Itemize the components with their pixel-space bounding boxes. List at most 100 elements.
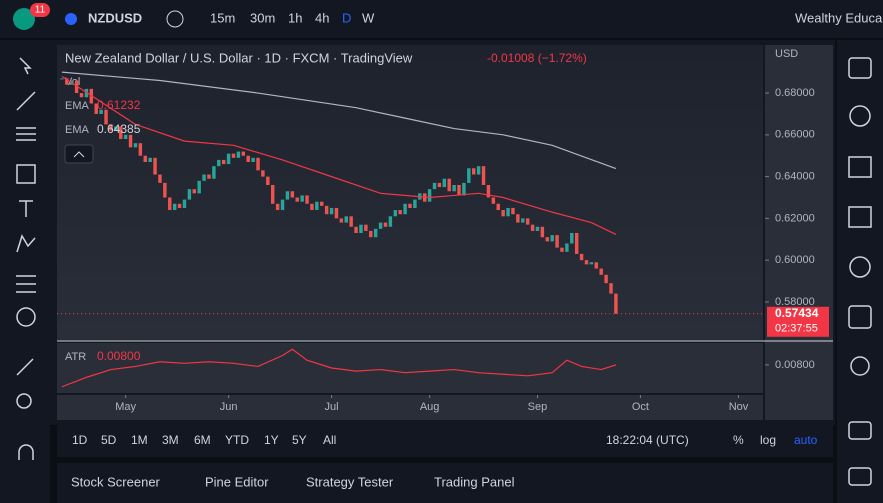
candle <box>74 80 79 94</box>
candle <box>172 203 177 211</box>
range-button[interactable]: 3M <box>162 433 179 447</box>
chat-icon[interactable] <box>848 421 872 440</box>
add-symbol[interactable] <box>166 10 184 28</box>
magnet-icon[interactable] <box>18 444 34 460</box>
atr-tick-label: 0.00800 <box>775 359 815 371</box>
candle <box>467 168 471 183</box>
zoom-icon[interactable] <box>16 393 32 409</box>
candle <box>285 191 290 200</box>
candle <box>545 237 549 242</box>
range-button[interactable]: 1M <box>131 433 148 447</box>
pattern-icon[interactable] <box>16 234 36 253</box>
candle <box>570 233 574 244</box>
candle <box>447 178 451 192</box>
range-button[interactable]: All <box>323 433 336 447</box>
bottom-tab[interactable]: Pine Editor <box>205 474 269 489</box>
last-price: 0.57434 <box>775 306 819 320</box>
emoji-icon[interactable] <box>16 307 36 327</box>
scale-option[interactable]: auto <box>794 433 818 447</box>
interval[interactable]: D <box>342 10 351 25</box>
interval[interactable]: W <box>362 10 375 25</box>
left-icons <box>16 57 36 460</box>
range-button[interactable]: 1D <box>72 433 88 447</box>
flag <box>65 13 77 25</box>
bottom-tab[interactable]: Trading Panel <box>434 474 515 489</box>
range-button[interactable]: 6M <box>194 433 211 447</box>
candle <box>182 199 187 208</box>
range-button[interactable]: 5D <box>101 433 117 447</box>
candle <box>383 222 388 227</box>
news-icon[interactable] <box>848 156 872 178</box>
legend-name: EMA <box>65 124 90 136</box>
candle <box>452 184 456 192</box>
candle <box>158 174 162 183</box>
candle <box>236 151 241 158</box>
hint-icon[interactable] <box>850 356 870 376</box>
candle <box>295 197 299 202</box>
candle <box>119 126 123 140</box>
x-tick-label: Jul <box>325 401 339 413</box>
candle <box>506 207 510 217</box>
candle <box>251 157 255 162</box>
ideas-icon[interactable] <box>848 305 872 329</box>
cursor-icon[interactable] <box>19 57 32 75</box>
range-bar <box>57 425 833 457</box>
shape-icon[interactable] <box>16 164 36 184</box>
interval[interactable]: 4h <box>315 10 329 25</box>
hotlist-icon[interactable] <box>849 256 871 278</box>
candle <box>177 203 182 208</box>
candle <box>163 182 167 198</box>
candle <box>329 207 334 215</box>
candle <box>192 189 196 194</box>
candle <box>275 203 280 211</box>
bottom-tab[interactable]: Stock Screener <box>71 474 161 489</box>
scale-option[interactable]: % <box>733 433 744 447</box>
interval[interactable]: 30m <box>250 10 275 25</box>
interval[interactable]: 15m <box>210 10 235 25</box>
bottom-tab[interactable]: Strategy Tester <box>306 474 394 489</box>
scale-option[interactable]: log <box>760 433 776 447</box>
range-button[interactable]: 1Y <box>264 433 279 447</box>
atr-name: ATR <box>65 351 86 363</box>
text-icon[interactable] <box>19 200 33 217</box>
atr-pane <box>57 343 763 393</box>
candle <box>427 189 432 202</box>
candle <box>207 174 211 179</box>
symbol[interactable]: NZDUSD <box>88 10 142 25</box>
candle <box>354 226 358 234</box>
candle <box>148 157 152 162</box>
candle <box>604 274 608 284</box>
candle <box>109 124 113 131</box>
candle <box>133 143 138 148</box>
legend-value: 0.61232 <box>97 98 141 112</box>
alert-icon[interactable] <box>849 105 871 127</box>
measure-icon[interactable] <box>16 275 36 293</box>
candle <box>128 134 133 148</box>
ruler-icon[interactable] <box>16 358 34 376</box>
candle <box>584 260 589 265</box>
calendar-icon[interactable] <box>848 206 872 228</box>
currency[interactable]: USD <box>775 48 798 60</box>
candle <box>226 153 231 165</box>
range-button[interactable]: YTD <box>225 433 249 447</box>
fib-icon[interactable] <box>16 127 36 141</box>
chat2-icon[interactable] <box>848 467 872 486</box>
candle <box>472 168 476 175</box>
account[interactable]: Wealthy Educa <box>795 10 883 25</box>
candle <box>231 153 236 158</box>
x-tick-label: Oct <box>632 401 649 413</box>
candle <box>280 199 285 211</box>
candle <box>574 233 579 254</box>
candle <box>256 157 260 171</box>
candle <box>525 218 530 225</box>
interval[interactable]: 1h <box>288 10 302 25</box>
watchlist-icon[interactable] <box>848 57 872 79</box>
range-button[interactable]: 5Y <box>292 433 307 447</box>
collapse-btn[interactable] <box>64 144 94 164</box>
collapse-icon <box>73 151 85 158</box>
logo[interactable] <box>13 8 35 30</box>
candle <box>324 205 329 215</box>
trend-icon[interactable] <box>16 91 36 111</box>
